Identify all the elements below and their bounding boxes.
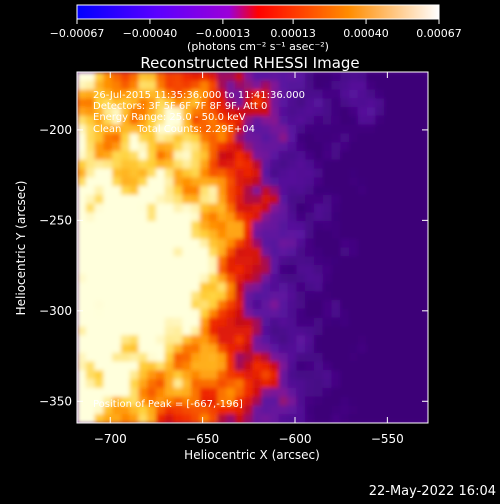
footer-date: 22-May-2022 16:04 (369, 484, 496, 499)
x-tick-label: −550 (371, 432, 404, 446)
y-tick-label: −350 (39, 394, 72, 408)
colorbar (76, 4, 440, 20)
y-tick-label: −300 (39, 304, 72, 318)
annotation-detectors: Detectors: 3F 5F 6F 7F 8F 9F, Att 0 (93, 101, 267, 112)
colorbar-tick-label: 0.00040 (343, 27, 389, 40)
annotation-energy: Energy Range: 25.0 - 50.0 keV (93, 112, 246, 123)
y-tick-label: −250 (39, 213, 72, 227)
x-tick-label: −650 (186, 432, 219, 446)
colorbar-tick-label: −0.00013 (196, 27, 251, 40)
x-tick-label: −700 (94, 432, 127, 446)
annotation-time-range: 26-Jul-2015 11:35:36.000 to 11:41:36.000 (93, 90, 305, 101)
x-tick-label: −600 (279, 432, 312, 446)
x-axis-label: Heliocentric X (arcsec) (184, 448, 320, 462)
plot-frame (76, 71, 429, 424)
annotation-peak: Position of Peak = [-667,-196] (93, 399, 243, 410)
annotation-clean: Clean Total Counts: 2.29E+04 (93, 124, 255, 135)
heatmap-image (77, 72, 428, 423)
colorbar-tick-label: −0.00067 (50, 27, 105, 40)
y-tick-label: −200 (39, 123, 72, 137)
colorbar-unit-label: (photons cm⁻² s⁻¹ asec⁻²) (187, 40, 329, 53)
colorbar-tick-label: 0.00067 (416, 27, 462, 40)
y-axis-label: Heliocentric Y (arcsec) (14, 181, 28, 316)
colorbar-tick-label: 0.00013 (270, 27, 316, 40)
annotations: 26-Jul-2015 11:35:36.000 to 11:41:36.000… (93, 90, 305, 410)
chart-title: Reconstructed RHESSI Image (140, 54, 359, 72)
colorbar-tick-label: −0.00040 (123, 27, 178, 40)
